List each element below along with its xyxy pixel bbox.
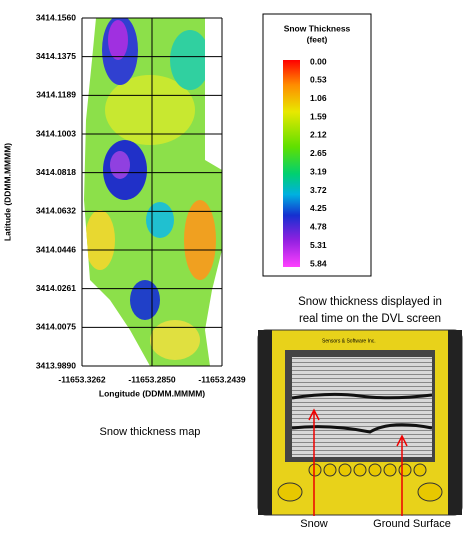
x-tick-label: -11653.2850 bbox=[128, 374, 176, 384]
y-tick-label: 3414.0818 bbox=[36, 167, 76, 177]
device-caption: Snow thickness displayed in bbox=[298, 296, 442, 308]
y-tick-label: 3414.1375 bbox=[36, 51, 76, 61]
legend-label: 3.19 bbox=[310, 166, 327, 176]
x-tick-label: -11653.3262 bbox=[58, 374, 106, 384]
legend-label: 2.12 bbox=[310, 130, 327, 140]
legend-label: 4.78 bbox=[310, 222, 327, 232]
snow-label: Snow bbox=[300, 518, 328, 530]
y-tick-label: 3413.9890 bbox=[36, 360, 76, 370]
legend-label: 5.31 bbox=[310, 240, 327, 250]
y-tick-label: 3414.1560 bbox=[36, 12, 76, 22]
y-axis-label: Latitude (DDMM.MMMM) bbox=[2, 143, 12, 241]
ground-label: Ground Surface bbox=[373, 518, 451, 530]
dvl-device bbox=[258, 330, 462, 516]
legend-label: 1.59 bbox=[310, 111, 327, 121]
legend-label: 0.00 bbox=[310, 56, 327, 66]
figure: 3414.1560 3414.1375 3414.1189 3414.1003 3414… bbox=[0, 0, 464, 533]
device-brand: Sensors & Software Inc. bbox=[322, 338, 376, 344]
y-tick-label: 3414.0446 bbox=[36, 244, 76, 254]
map-caption: Snow thickness map bbox=[100, 426, 201, 438]
device-caption: real time on the DVL screen bbox=[299, 313, 441, 325]
y-tick-label: 3414.0632 bbox=[36, 206, 76, 216]
y-tick-label: 3414.0261 bbox=[36, 283, 76, 293]
x-axis-label: Longitude (DDMM.MMMM) bbox=[99, 388, 205, 398]
legend-box bbox=[263, 14, 371, 276]
y-tick-label: 3414.0075 bbox=[36, 322, 76, 332]
x-tick-label: -11653.2439 bbox=[198, 374, 246, 384]
legend-label: 1.06 bbox=[310, 93, 327, 103]
legend-label: 5.84 bbox=[310, 258, 327, 268]
color-bar bbox=[283, 60, 300, 267]
legend-label: 0.53 bbox=[310, 75, 327, 85]
legend-label: 3.72 bbox=[310, 185, 327, 195]
y-tick-label: 3414.1189 bbox=[36, 90, 76, 100]
legend-label: 4.25 bbox=[310, 203, 327, 213]
legend-unit: (feet) bbox=[307, 34, 328, 44]
y-tick-label: 3414.1003 bbox=[36, 128, 76, 138]
legend-title: Snow Thickness bbox=[284, 23, 351, 33]
legend-label: 2.65 bbox=[310, 148, 327, 158]
